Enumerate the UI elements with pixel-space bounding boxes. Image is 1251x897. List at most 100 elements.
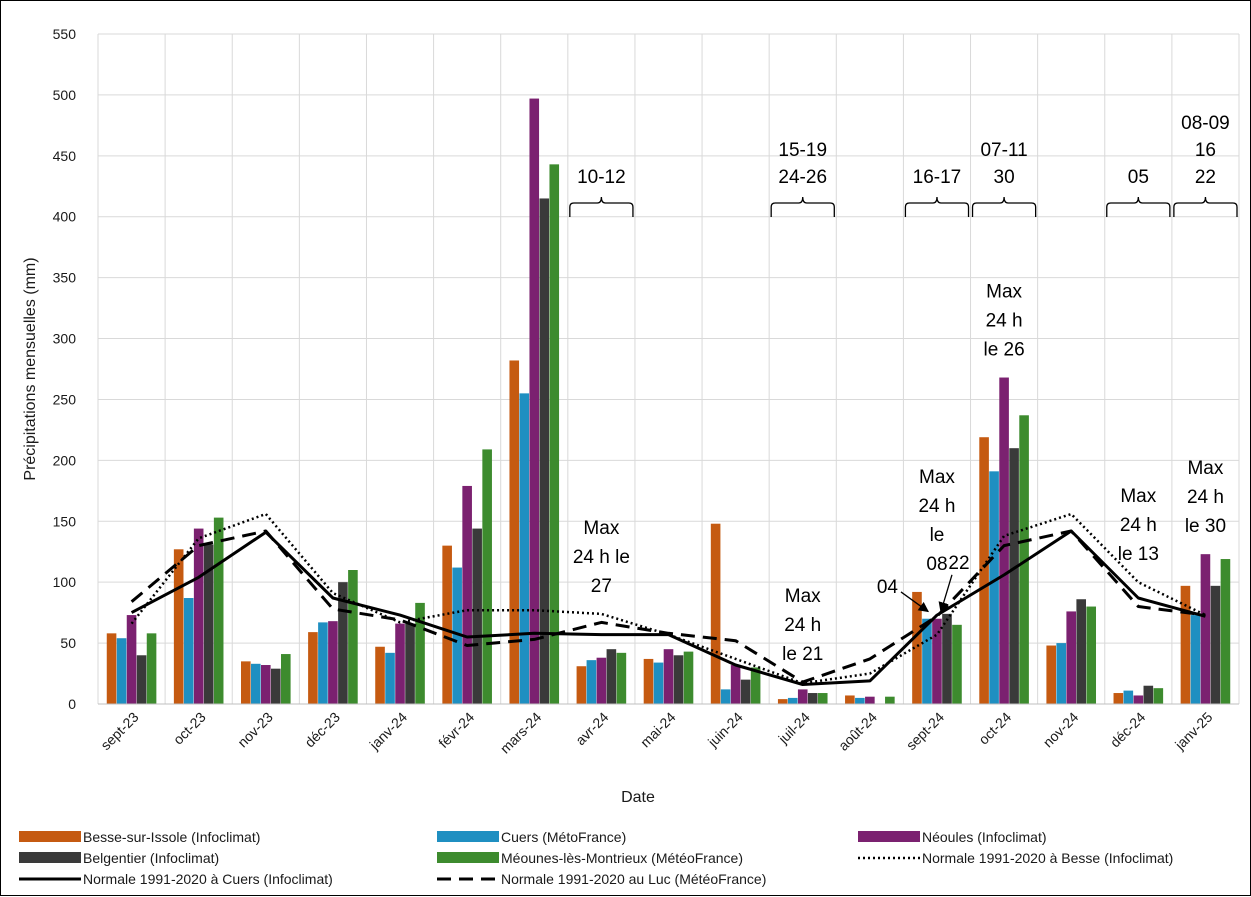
bar: [1123, 690, 1134, 704]
arrow-label: 22: [948, 553, 969, 574]
bar: [807, 693, 818, 704]
event-brace: [1173, 196, 1238, 217]
bar: [126, 615, 137, 704]
event-label: 24-26: [778, 167, 827, 188]
event-label: 10-12: [577, 167, 626, 188]
max-label: Max: [785, 586, 821, 607]
bar: [720, 689, 731, 704]
bar: [710, 523, 721, 704]
series-line: [130, 512, 1206, 685]
bar: [932, 618, 942, 704]
x-tick-label: nov-23: [234, 709, 276, 751]
max-label: le 26: [983, 340, 1024, 361]
arrow-label: 04: [877, 577, 899, 598]
legend-label: Méounes-lès-Montrieux (MétéoFrance): [501, 850, 743, 866]
max-label: 27: [591, 576, 612, 597]
y-tick-label: 400: [53, 209, 77, 225]
bar: [663, 649, 674, 704]
bar: [539, 198, 550, 705]
bar: [260, 665, 271, 704]
legend-label: Cuers (MétoFrance): [501, 829, 626, 845]
bar: [405, 623, 415, 704]
event-label: 16-17: [913, 167, 962, 188]
bar: [999, 377, 1009, 704]
bar: [482, 449, 492, 704]
x-tick-label: août-24: [835, 709, 880, 754]
y-axis-title: Précipitations mensuelles (mm): [22, 257, 39, 480]
bar: [395, 623, 405, 704]
bar: [106, 633, 117, 704]
legend-swatch: [858, 831, 920, 842]
bar: [270, 668, 281, 704]
bar: [529, 98, 540, 704]
bar: [213, 517, 224, 704]
bar: [1153, 688, 1164, 704]
x-tick-label: nov-24: [1040, 709, 1082, 751]
event-brace: [1106, 196, 1171, 217]
max-label: Max: [919, 467, 955, 488]
y-tick-label: 550: [53, 26, 77, 42]
bar: [1143, 685, 1154, 704]
x-tick-label: juin-24: [704, 709, 746, 751]
legend-label: Belgentier (Infoclimat): [83, 850, 219, 866]
bar: [1133, 695, 1144, 704]
bar: [606, 649, 617, 704]
legend-label: Besse-sur-Issole (Infoclimat): [83, 829, 260, 845]
legend-swatch: [437, 831, 499, 842]
bar: [1086, 606, 1097, 704]
bar: [250, 663, 261, 704]
y-tick-label: 0: [68, 696, 76, 712]
event-label: 22: [1195, 167, 1216, 188]
max-label: Max: [583, 518, 619, 539]
bar: [1046, 645, 1057, 704]
x-tick-label: févr-24: [435, 709, 477, 751]
event-brace: [971, 196, 1037, 217]
bar: [509, 360, 520, 704]
y-tick-label: 300: [53, 331, 77, 347]
bar: [1190, 615, 1201, 704]
legend-swatch: [437, 852, 499, 863]
event-label: 30: [994, 167, 1015, 188]
x-axis-title: Date: [621, 789, 655, 806]
max-label: 24 h: [918, 496, 955, 517]
bar: [596, 657, 607, 704]
bar: [1210, 585, 1221, 704]
bar: [653, 662, 664, 704]
y-tick-label: 450: [53, 148, 77, 164]
bar: [730, 665, 741, 704]
bar: [740, 679, 751, 704]
bar: [865, 696, 875, 704]
bar: [183, 598, 194, 704]
y-tick-label: 200: [53, 452, 77, 468]
bar: [643, 658, 654, 704]
bar: [673, 655, 684, 704]
x-tick-label: oct-24: [975, 709, 1014, 748]
bar: [616, 652, 627, 704]
bar: [952, 624, 962, 704]
bar: [1180, 585, 1191, 704]
y-tick-label: 350: [53, 270, 77, 286]
bar: [193, 528, 204, 704]
max-label: le 30: [1185, 516, 1226, 537]
bar: [240, 661, 251, 704]
series-line: [130, 529, 1206, 684]
bar: [116, 638, 127, 704]
bar: [203, 544, 214, 704]
max-label: Max: [1120, 486, 1156, 507]
event-label: 16: [1195, 140, 1216, 161]
legend-swatch: [19, 852, 81, 863]
bar: [385, 652, 395, 704]
bar: [885, 696, 895, 704]
x-tick-label: oct-23: [170, 709, 209, 748]
event-label: 07-11: [980, 140, 1027, 161]
bar: [452, 567, 462, 704]
max-label: le: [930, 525, 945, 546]
bar: [1056, 643, 1067, 704]
max-label: 24 h: [1120, 515, 1157, 536]
bar: [462, 485, 472, 704]
legend-label: Normale 1991-2020 à Cuers (Infoclimat): [83, 871, 333, 887]
max-label: 24 h: [784, 615, 821, 636]
bar: [797, 689, 808, 704]
y-tick-label: 100: [53, 574, 77, 590]
